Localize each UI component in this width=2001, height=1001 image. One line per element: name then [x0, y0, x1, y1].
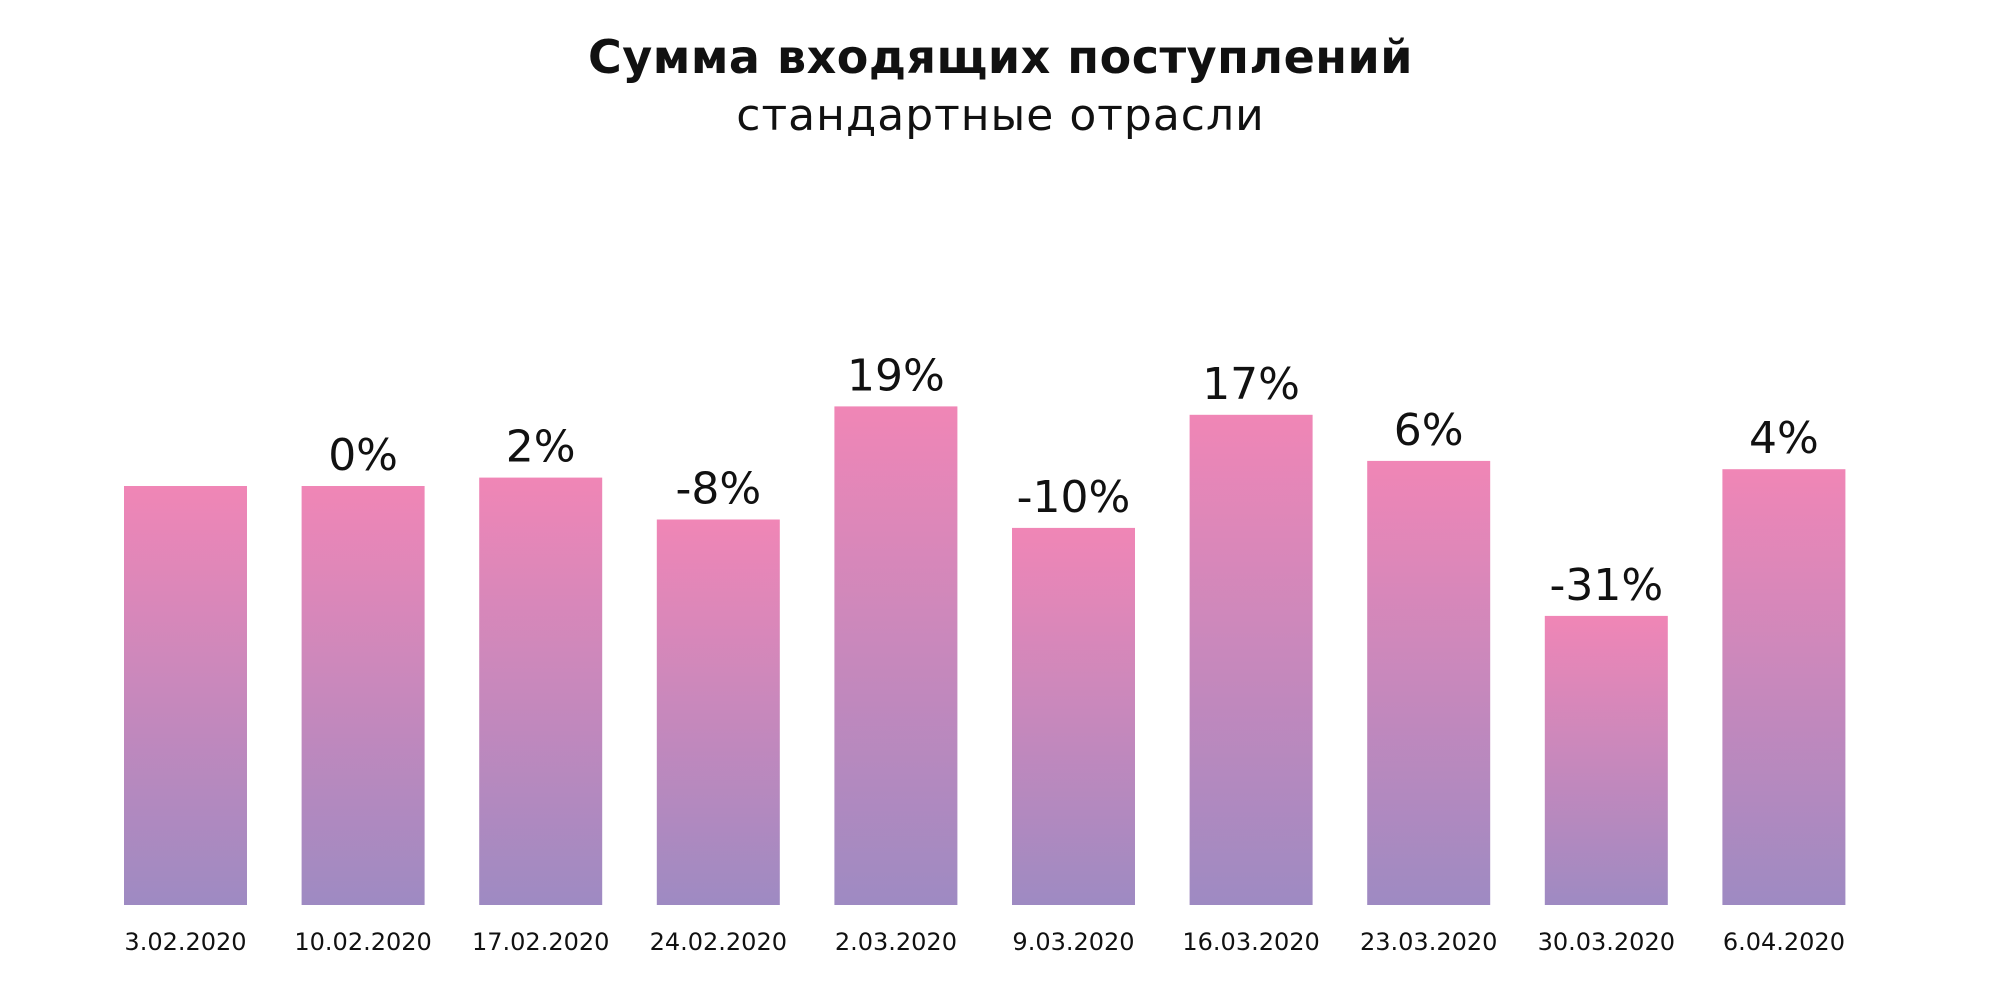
bar-10.02.2020 [301, 486, 425, 905]
x-tick-label-16.03.2020: 16.03.2020 [1182, 928, 1319, 956]
bar-16.03.2020 [1189, 414, 1313, 905]
data-label-23.03.2020: 6% [1394, 405, 1464, 456]
x-tick-label-30.03.2020: 30.03.2020 [1538, 928, 1675, 956]
x-tick-label-17.02.2020: 17.02.2020 [472, 928, 609, 956]
x-tick-label-24.02.2020: 24.02.2020 [650, 928, 787, 956]
data-label-16.03.2020: 17% [1202, 359, 1300, 410]
bar-17.02.2020 [479, 477, 603, 905]
chart-subtitle: стандартные отрасли [736, 90, 1265, 141]
bar-9.03.2020 [1012, 527, 1135, 905]
x-tick-label-2.03.2020: 2.03.2020 [835, 928, 957, 956]
data-label-2.03.2020: 19% [847, 350, 945, 401]
bar-24.02.2020 [656, 519, 780, 905]
data-label-10.02.2020: 0% [328, 430, 398, 481]
data-label-17.02.2020: 2% [506, 422, 576, 473]
bar-30.03.2020 [1544, 615, 1668, 905]
x-tick-label-3.02.2020: 3.02.2020 [124, 928, 246, 956]
bar-6.04.2020 [1722, 469, 1846, 905]
chart-title: Сумма входящих поступлений [587, 30, 1414, 84]
x-tick-label-23.03.2020: 23.03.2020 [1360, 928, 1497, 956]
data-label-9.03.2020: -10% [1017, 472, 1131, 523]
x-tick-label-6.04.2020: 6.04.2020 [1723, 928, 1845, 956]
bar-23.03.2020 [1367, 460, 1491, 905]
bar-3.02.2020 [124, 486, 247, 905]
x-tick-label-10.02.2020: 10.02.2020 [294, 928, 431, 956]
data-label-6.04.2020: 4% [1749, 413, 1819, 464]
data-label-24.02.2020: -8% [675, 464, 761, 515]
x-tick-label-9.03.2020: 9.03.2020 [1012, 928, 1134, 956]
bar-2.03.2020 [834, 406, 958, 905]
data-label-30.03.2020: -31% [1549, 560, 1663, 611]
